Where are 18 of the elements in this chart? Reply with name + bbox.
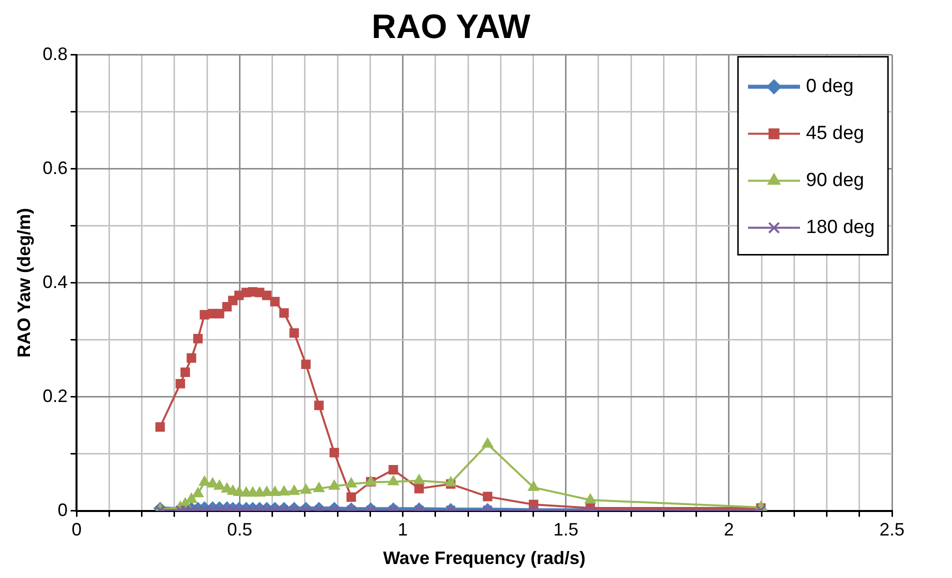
- y-tick-label: 0.2: [42, 386, 68, 406]
- legend-label: 0 deg: [806, 76, 854, 98]
- x-tick-label: 0.5: [227, 520, 252, 540]
- legend-label: 45 deg: [806, 123, 864, 144]
- legend-label: 180 deg: [806, 217, 875, 238]
- x-axis-title: Wave Frequency (rad/s): [383, 548, 586, 568]
- y-axis-title: RAO Yaw (deg/m): [14, 208, 34, 358]
- y-tick-label: 0.6: [42, 158, 68, 178]
- x-tick-label: 0: [72, 520, 82, 540]
- y-tick-label: 0.8: [42, 44, 68, 64]
- chart-title: RAO YAW: [372, 8, 532, 46]
- y-tick-label: 0.4: [42, 272, 68, 292]
- x-tick-label: 1: [398, 520, 408, 540]
- legend-label: 90 deg: [806, 170, 864, 192]
- y-tick-label: 0: [58, 500, 68, 520]
- x-tick-label: 2: [724, 520, 734, 540]
- x-tick-label: 1.5: [553, 520, 578, 540]
- x-tick-label: 2.5: [879, 520, 905, 540]
